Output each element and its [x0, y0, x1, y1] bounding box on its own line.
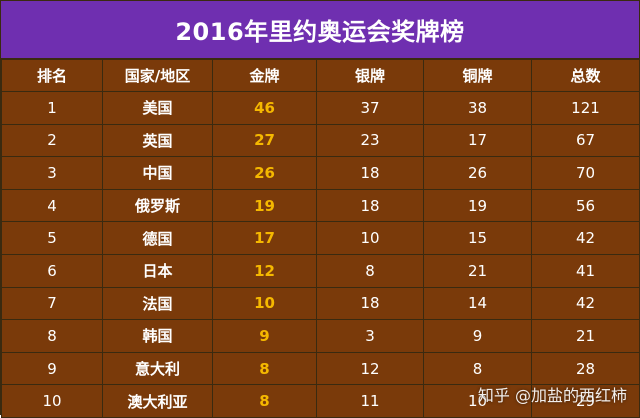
- bronze-cell: 21: [423, 253, 532, 288]
- country-cell: 中国: [102, 156, 213, 190]
- gold-cell: 10: [212, 286, 317, 321]
- silver-cell: 37: [316, 91, 424, 125]
- bronze-cell: 38: [423, 91, 532, 125]
- bronze-cell: 10: [423, 384, 532, 418]
- total-cell: 42: [531, 221, 640, 255]
- bronze-cell: 15: [423, 221, 532, 255]
- silver-cell: 10: [316, 221, 424, 255]
- country-cell: 意大利: [102, 351, 213, 386]
- silver-cell: 3: [316, 319, 424, 353]
- bronze-cell: 26: [423, 156, 532, 190]
- country-cell: 日本: [102, 253, 213, 288]
- bronze-cell: 14: [423, 286, 532, 321]
- table-row: 2 英国 27 23 17 67: [1, 123, 640, 158]
- gold-cell: 8: [212, 384, 317, 418]
- bronze-cell: 8: [423, 351, 532, 386]
- country-cell: 美国: [102, 91, 213, 125]
- header-row: 排名 国家/地区 金牌 银牌 铜牌 总数: [1, 59, 640, 92]
- gold-cell: 17: [212, 221, 317, 255]
- rank-cell: 5: [1, 221, 103, 255]
- table-row: 8 韩国 9 3 9 21: [1, 319, 640, 353]
- country-cell: 德国: [102, 221, 213, 255]
- bronze-cell: 9: [423, 319, 532, 353]
- silver-cell: 18: [316, 188, 424, 223]
- header-rank: 排名: [1, 59, 103, 92]
- total-cell: 41: [531, 253, 640, 288]
- total-cell: 70: [531, 156, 640, 190]
- gold-cell: 26: [212, 156, 317, 190]
- total-cell: 121: [531, 91, 640, 125]
- country-cell: 英国: [102, 123, 213, 158]
- table-row: 1 美国 46 37 38 121: [1, 91, 640, 125]
- country-cell: 韩国: [102, 319, 213, 353]
- table-row: 4 俄罗斯 19 18 19 56: [1, 188, 640, 223]
- table-row: 9 意大利 8 12 8 28: [1, 351, 640, 386]
- rank-cell: 4: [1, 188, 103, 223]
- table-row: 5 德国 17 10 15 42: [1, 221, 640, 255]
- medal-table: 排名 国家/地区 金牌 银牌 铜牌 总数 1 美国 46 37 38 121 2 英国 27 23…: [1, 59, 640, 418]
- header-gold: 金牌: [212, 59, 317, 92]
- rank-cell: 3: [1, 156, 103, 190]
- total-cell: 42: [531, 286, 640, 321]
- rank-cell: 9: [1, 351, 103, 386]
- rank-cell: 2: [1, 123, 103, 158]
- gold-cell: 12: [212, 253, 317, 288]
- header-total: 总数: [531, 59, 640, 92]
- gold-cell: 46: [212, 91, 317, 125]
- rank-cell: 8: [1, 319, 103, 353]
- total-cell: 67: [531, 123, 640, 158]
- silver-cell: 18: [316, 156, 424, 190]
- rank-cell: 1: [1, 91, 103, 125]
- table-body: 1 美国 46 37 38 121 2 英国 27 23 17 67 3 中国 26 18 26 70 4 俄罗斯 19…: [1, 91, 640, 418]
- silver-cell: 18: [316, 286, 424, 321]
- silver-cell: 12: [316, 351, 424, 386]
- total-cell: 29: [531, 384, 640, 418]
- header-silver: 银牌: [316, 59, 424, 92]
- bronze-cell: 17: [423, 123, 532, 158]
- total-cell: 28: [531, 351, 640, 386]
- gold-cell: 27: [212, 123, 317, 158]
- gold-cell: 19: [212, 188, 317, 223]
- country-cell: 澳大利亚: [102, 384, 213, 418]
- rank-cell: 7: [1, 286, 103, 321]
- total-cell: 21: [531, 319, 640, 353]
- total-cell: 56: [531, 188, 640, 223]
- table-row: 6 日本 12 8 21 41: [1, 253, 640, 288]
- table-row: 3 中国 26 18 26 70: [1, 156, 640, 190]
- rank-cell: 10: [1, 384, 103, 418]
- silver-cell: 11: [316, 384, 424, 418]
- country-cell: 俄罗斯: [102, 188, 213, 223]
- gold-cell: 8: [212, 351, 317, 386]
- country-cell: 法国: [102, 286, 213, 321]
- table-row: 7 法国 10 18 14 42: [1, 286, 640, 321]
- silver-cell: 8: [316, 253, 424, 288]
- watermark: 知乎 @加盐的西红柿: [477, 386, 627, 405]
- header-country: 国家/地区: [102, 59, 213, 92]
- header-bronze: 铜牌: [423, 59, 532, 92]
- bronze-cell: 19: [423, 188, 532, 223]
- rank-cell: 6: [1, 253, 103, 288]
- gold-cell: 9: [212, 319, 317, 353]
- page-title: 2016年里约奥运会奖牌榜: [1, 1, 639, 59]
- silver-cell: 23: [316, 123, 424, 158]
- table-row: 10 澳大利亚 8 11 10 29: [1, 384, 640, 418]
